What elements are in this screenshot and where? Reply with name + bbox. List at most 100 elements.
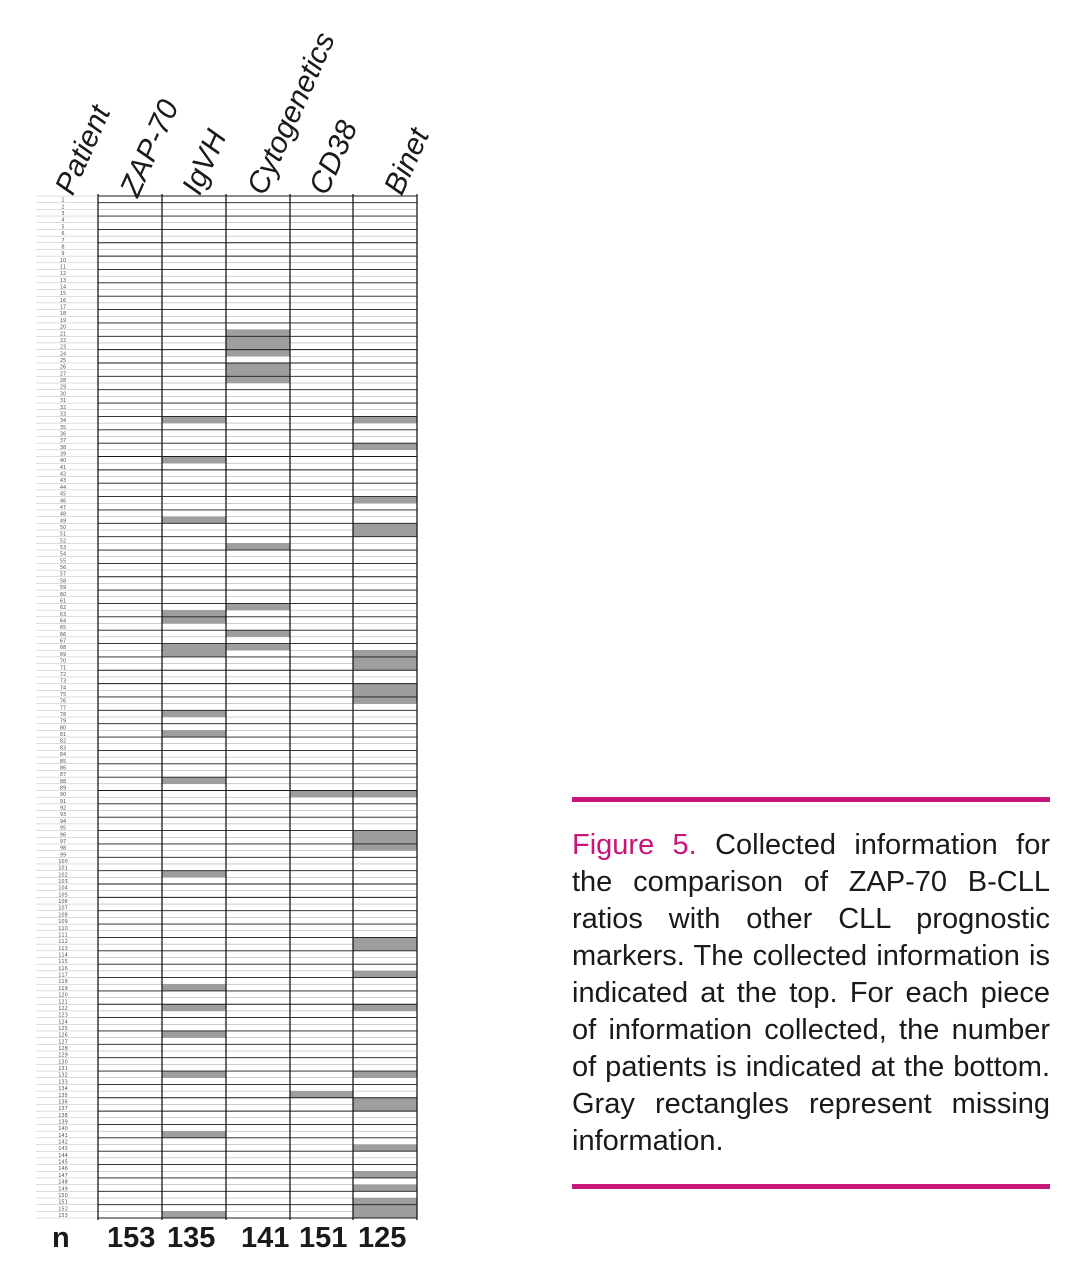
patient-id-label: 19: [60, 318, 66, 324]
patient-id-label: 69: [60, 652, 66, 658]
patient-id-label: 113: [58, 946, 68, 952]
patient-id-label: 55: [60, 558, 66, 564]
patient-id-label: 6: [61, 231, 64, 237]
patient-id-label: 106: [58, 899, 68, 905]
patient-id-label: 12: [60, 271, 66, 277]
patient-id-label: 44: [60, 485, 66, 491]
missing-igvh-40: [162, 456, 226, 464]
patient-id-label: 153: [58, 1213, 68, 1219]
missing-cytogenetics-27: [226, 369, 290, 377]
patient-id-label: 88: [60, 779, 66, 785]
missing-cytogenetics-21: [226, 329, 290, 337]
missing-igvh-64: [162, 616, 226, 624]
patient-id-label: 115: [58, 959, 68, 965]
missing-binet-152: [353, 1204, 417, 1212]
count-binet: 125: [358, 1222, 407, 1254]
patient-id-label: 1: [61, 198, 64, 204]
missing-cytogenetics-62: [226, 603, 290, 611]
patient-id-label: 84: [60, 752, 66, 758]
count-cytogenetics: 141: [241, 1222, 290, 1254]
missing-binet-90: [353, 790, 417, 798]
patient-id-label: 37: [60, 438, 66, 444]
patient-id-label: 23: [60, 345, 66, 351]
patient-id-label: 77: [60, 705, 66, 711]
patient-id-label: 3: [61, 211, 64, 217]
patient-id-label: 80: [60, 725, 66, 731]
missing-binet-38: [353, 443, 417, 450]
patient-id-label: 138: [58, 1113, 68, 1119]
patient-id-label: 27: [60, 371, 66, 377]
patient-id-label: 118: [58, 979, 68, 985]
missing-binet-98: [353, 843, 417, 851]
missing-igvh-141: [162, 1131, 226, 1138]
patient-id-label: 108: [58, 912, 68, 918]
patient-id-label: 135: [58, 1093, 68, 1099]
patient-id-label: 52: [60, 538, 66, 544]
patient-id-label: 101: [58, 866, 68, 872]
patient-id-label: 16: [60, 298, 66, 304]
patient-id-label: 21: [60, 331, 66, 337]
patient-id-label: 151: [58, 1200, 68, 1206]
patient-id-label: 26: [60, 365, 66, 371]
caption-text: Figure 5. Collected information for the …: [572, 827, 1050, 1160]
patient-id-label: 90: [60, 792, 66, 798]
patient-id-label: 47: [60, 505, 66, 511]
patient-id-label: 103: [58, 879, 68, 885]
patient-id-label: 67: [60, 639, 66, 645]
missing-binet-147: [353, 1171, 417, 1178]
missing-cytogenetics-68: [226, 643, 290, 651]
missing-binet-122: [353, 1004, 417, 1011]
missing-cytogenetics-26: [226, 362, 290, 370]
missing-binet-71: [353, 663, 417, 671]
patient-id-label: 45: [60, 492, 66, 498]
missing-cd38-135: [290, 1091, 353, 1098]
patient-id-label: 125: [58, 1026, 68, 1032]
patient-id-label: 89: [60, 785, 66, 791]
patient-id-label: 79: [60, 719, 66, 725]
patient-id-label: 117: [58, 973, 68, 979]
patient-id-label: 105: [58, 892, 68, 898]
missing-binet-69: [353, 650, 417, 657]
patient-id-label: 129: [58, 1053, 68, 1059]
patient-id-label: 100: [58, 859, 68, 865]
patient-id-label: 30: [60, 391, 66, 397]
patient-id-label: 74: [60, 685, 66, 691]
missing-cytogenetics-24: [226, 349, 290, 357]
patient-id-label: 133: [58, 1079, 68, 1085]
missing-igvh-69: [162, 650, 226, 657]
patient-id-label: 7: [61, 238, 64, 244]
patient-id-label: 137: [58, 1106, 68, 1112]
patient-id-label: 17: [60, 305, 66, 311]
patient-id-label: 152: [58, 1206, 68, 1212]
patient-id-label: 35: [60, 425, 66, 431]
missing-igvh-119: [162, 984, 226, 991]
patient-id-label: 48: [60, 512, 66, 518]
missing-binet-75: [353, 690, 417, 697]
patient-id-label: 126: [58, 1033, 68, 1039]
patient-id-label: 15: [60, 291, 66, 297]
patient-id-label: 150: [58, 1193, 68, 1199]
patient-id-label: 75: [60, 692, 66, 698]
patient-id-label: 65: [60, 625, 66, 631]
patient-id-label: 57: [60, 572, 66, 578]
patient-id-label: 94: [60, 819, 66, 825]
patient-id-label: 134: [58, 1086, 68, 1092]
missing-binet-74: [353, 683, 417, 691]
patient-id-label: 147: [58, 1173, 68, 1179]
patient-id-label: 110: [58, 926, 68, 932]
missing-cd38-90: [290, 790, 353, 798]
patient-id-label: 28: [60, 378, 66, 384]
patient-id-label: 107: [58, 906, 68, 912]
patient-id-label: 25: [60, 358, 66, 364]
missing-binet-153: [353, 1211, 417, 1218]
patient-id-label: 130: [58, 1059, 68, 1065]
count-igvh: 135: [167, 1222, 216, 1254]
patient-id-label: 91: [60, 799, 66, 805]
missing-binet-51: [353, 529, 417, 537]
missing-igvh-102: [162, 870, 226, 878]
patient-id-label: 140: [58, 1126, 68, 1132]
patient-id-label: 104: [58, 886, 68, 892]
missing-igvh-63: [162, 610, 226, 617]
missing-binet-97: [353, 837, 417, 844]
